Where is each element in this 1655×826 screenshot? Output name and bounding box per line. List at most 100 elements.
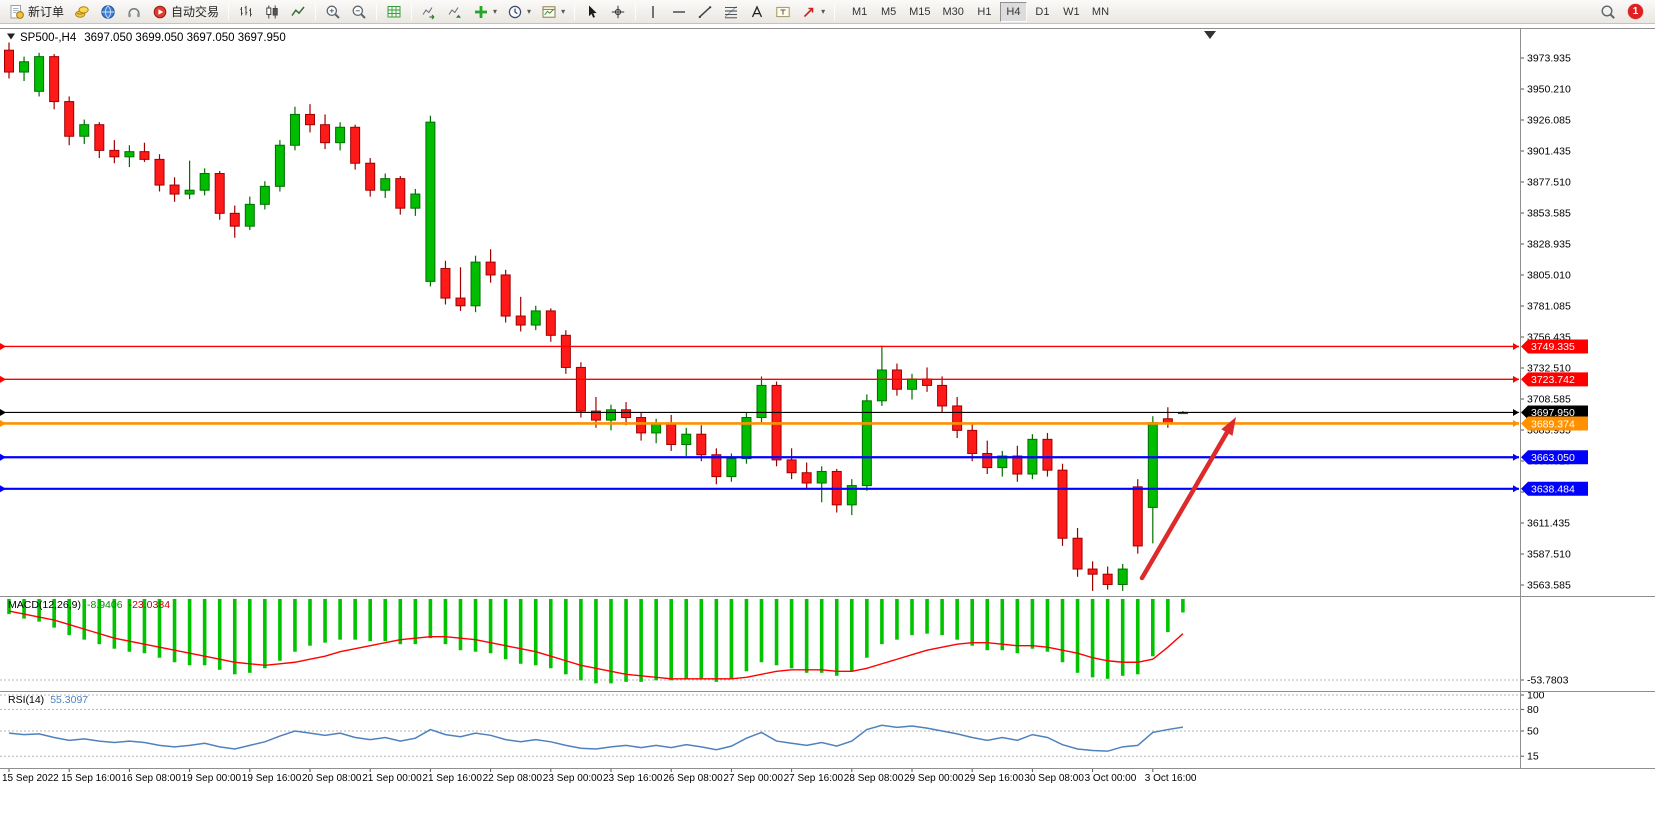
price-axis-label: 3805.010 bbox=[1527, 270, 1571, 282]
horizontal-line-3749.335[interactable]: 3749.335 bbox=[0, 339, 1588, 354]
candle-body bbox=[229, 212, 240, 227]
zoom-in-button[interactable] bbox=[321, 1, 345, 23]
chart-title: SP500-,H4 3697.050 3699.050 3697.050 3697… bbox=[7, 32, 286, 44]
price-axis-label: 3926.085 bbox=[1527, 115, 1571, 127]
coins-icon bbox=[74, 4, 90, 20]
macd-bar bbox=[458, 599, 463, 651]
macd-bar bbox=[564, 599, 568, 675]
macd-bar bbox=[308, 599, 312, 646]
periods-button[interactable]: ▾ bbox=[503, 1, 535, 23]
timeframe-button-m15[interactable]: M15 bbox=[909, 5, 931, 18]
horizontal-line-3689.374[interactable]: 3689.374 bbox=[0, 416, 1588, 431]
candle-body bbox=[244, 203, 255, 227]
horizontal-line-button[interactable] bbox=[667, 1, 691, 23]
candle-body bbox=[410, 193, 421, 209]
macd-main-value: -8.9406 bbox=[87, 599, 123, 611]
horizontal-line-3663.050[interactable]: 3663.050 bbox=[0, 450, 1588, 465]
text-button[interactable] bbox=[745, 1, 769, 23]
macd-bar bbox=[684, 599, 689, 679]
trend-line-icon bbox=[697, 4, 713, 20]
line-right-marker bbox=[1513, 485, 1519, 493]
timeframe-button-mn[interactable]: MN bbox=[1091, 5, 1110, 18]
macd-bar bbox=[1181, 599, 1185, 613]
macd-bar bbox=[323, 599, 327, 643]
timeframe-button-m5[interactable]: M5 bbox=[880, 5, 897, 18]
globe-icon bbox=[100, 4, 116, 20]
candle-body bbox=[756, 384, 767, 419]
candle-body bbox=[560, 334, 571, 368]
indicators-button[interactable]: ▾ bbox=[469, 1, 501, 23]
macd-bar bbox=[774, 599, 779, 666]
chart-shift-button[interactable] bbox=[417, 1, 441, 23]
horizontal-line-3723.742[interactable]: 3723.742 bbox=[0, 372, 1588, 387]
rsi-level-label: 80 bbox=[1527, 704, 1539, 716]
candle-chart-icon bbox=[264, 4, 280, 20]
candle-body bbox=[530, 310, 541, 326]
timeframe-button-m1[interactable]: M1 bbox=[851, 5, 868, 18]
macd-bar bbox=[488, 599, 493, 654]
zoom-out-button[interactable] bbox=[347, 1, 371, 23]
auto-trading-button[interactable]: 自动交易 bbox=[148, 1, 223, 23]
chart-background[interactable] bbox=[0, 24, 1655, 826]
text-label-button[interactable] bbox=[771, 1, 795, 23]
price-axis-label: 3877.510 bbox=[1527, 177, 1571, 189]
horizontal-line-3638.484[interactable]: 3638.484 bbox=[0, 481, 1588, 496]
templates-icon bbox=[541, 4, 557, 20]
timeframe-button-w1[interactable]: W1 bbox=[1063, 5, 1080, 18]
candle-body bbox=[937, 384, 948, 407]
macd-bar bbox=[187, 599, 192, 666]
new-order-button[interactable]: 新订单 bbox=[5, 1, 68, 23]
time-label: 26 Sep 08:00 bbox=[663, 773, 723, 784]
horizontal-line-3697.950[interactable]: 3697.950 bbox=[0, 405, 1588, 420]
macd-bar bbox=[895, 599, 899, 640]
arrows-button[interactable]: ▾ bbox=[797, 1, 829, 23]
bar-chart-button[interactable] bbox=[234, 1, 258, 23]
trend-line-button[interactable] bbox=[693, 1, 717, 23]
coins-button[interactable] bbox=[70, 1, 94, 23]
notification-badge[interactable]: 1 bbox=[1628, 4, 1643, 19]
macd-bar bbox=[7, 599, 11, 615]
macd-bar bbox=[443, 599, 448, 645]
price-axis-label: 3973.935 bbox=[1527, 53, 1571, 65]
candle-body bbox=[395, 178, 406, 209]
templates-button[interactable]: ▾ bbox=[537, 1, 569, 23]
headset-button[interactable] bbox=[122, 1, 146, 23]
search-button[interactable] bbox=[1596, 1, 1620, 23]
cursor-button[interactable] bbox=[580, 1, 604, 23]
trend-arrow[interactable] bbox=[1139, 417, 1236, 581]
macd-bar bbox=[729, 599, 734, 679]
macd-bar bbox=[1166, 599, 1170, 633]
toolbar-right: 1 bbox=[1595, 1, 1651, 23]
time-label: 15 Sep 16:00 bbox=[61, 773, 121, 784]
collapse-triangle-icon[interactable] bbox=[7, 33, 15, 40]
macd-bar bbox=[338, 599, 342, 640]
timeframe-button-h4[interactable]: H4 bbox=[999, 1, 1027, 22]
rsi-value: 55.3097 bbox=[50, 694, 88, 706]
candle-chart-button[interactable] bbox=[260, 1, 284, 23]
candle-body bbox=[365, 162, 376, 191]
timeframe-button-d1[interactable]: D1 bbox=[1035, 5, 1050, 18]
candle-body bbox=[139, 151, 150, 160]
chart-shift-marker[interactable] bbox=[1204, 31, 1216, 39]
text-label-icon bbox=[775, 4, 791, 20]
fibonacci-button[interactable] bbox=[719, 1, 743, 23]
new-order-icon bbox=[9, 4, 25, 20]
toolbar-left: 新订单 自动交易 ▾ ▾ ▾ ▾ bbox=[4, 0, 839, 24]
globe-button[interactable] bbox=[96, 1, 120, 23]
grid-button[interactable] bbox=[382, 1, 406, 23]
auto-scroll-button[interactable] bbox=[443, 1, 467, 23]
candle-body bbox=[545, 310, 556, 336]
crosshair-button[interactable] bbox=[606, 1, 630, 23]
line-chart-button[interactable] bbox=[286, 1, 310, 23]
timeframe-button-m30[interactable]: M30 bbox=[942, 5, 964, 18]
toolbar-separator bbox=[315, 3, 317, 20]
price-tag bbox=[1521, 481, 1588, 496]
timeframe-button-h1[interactable]: H1 bbox=[977, 5, 992, 18]
time-label: 23 Sep 16:00 bbox=[603, 773, 663, 784]
price-axis-label: 3611.435 bbox=[1527, 518, 1570, 530]
macd-bar bbox=[82, 599, 87, 640]
candle-body bbox=[575, 366, 586, 412]
vertical-line-button[interactable] bbox=[641, 1, 665, 23]
